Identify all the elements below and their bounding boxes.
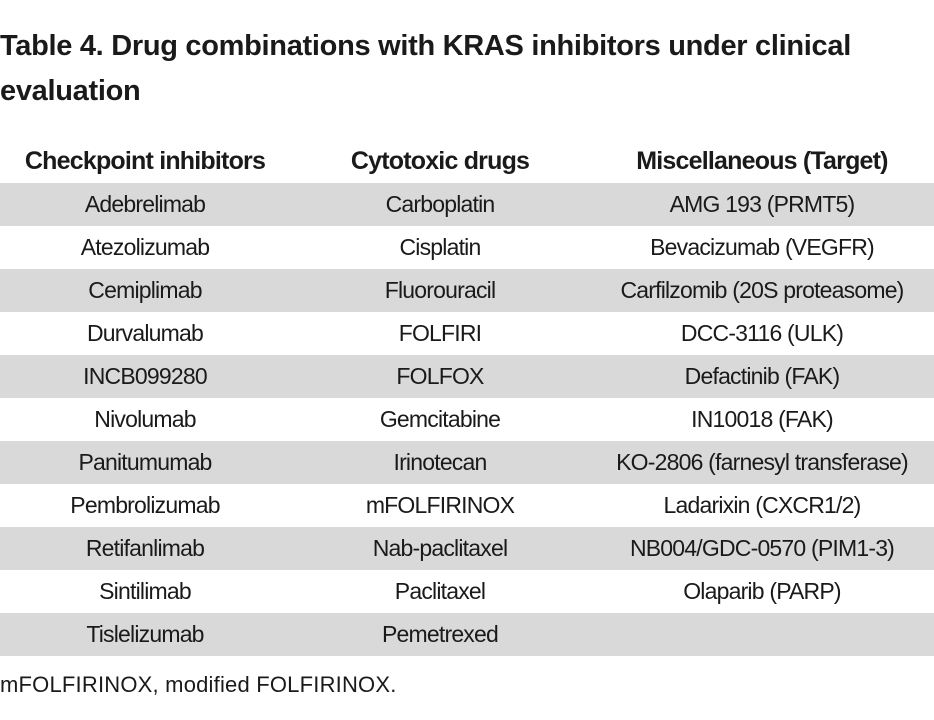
drug-combinations-table: Checkpoint inhibitors Cytotoxic drugs Mi…: [0, 140, 934, 656]
table-row: Nivolumab Gemcitabine IN10018 (FAK): [0, 398, 934, 441]
cytotoxic-drug-cell: Paclitaxel: [394, 578, 486, 604]
table-row: Atezolizumab Cisplatin Bevacizumab (VEGFR): [0, 226, 934, 269]
cytotoxic-drug-cell: FOLFIRI: [398, 320, 482, 346]
checkpoint-inhibitor-cell: Sintilimab: [99, 578, 192, 604]
miscellaneous-cell: Olaparib (PARP): [683, 578, 841, 604]
table-row: Panitumumab Irinotecan KO-2806 (farnesyl t…: [0, 441, 934, 484]
miscellaneous-cell: [590, 613, 934, 656]
table-row: Cemiplimab Fluorouracil Carfilzomib (20S p…: [0, 269, 934, 312]
header-miscellaneous: Miscellaneous (Target): [636, 147, 888, 175]
miscellaneous-cell: NB004/GDC-0570 (PIM1-3): [590, 527, 934, 570]
miscellaneous-cell: Ladarixin (CXCR1/2): [663, 492, 862, 518]
checkpoint-inhibitor-cell: INCB099280: [0, 355, 290, 398]
cytotoxic-drug-cell: Pemetrexed: [290, 613, 590, 656]
checkpoint-inhibitor-cell: Durvalumab: [87, 320, 204, 346]
miscellaneous-cell: Defactinib (FAK): [590, 355, 934, 398]
miscellaneous-cell: KO-2806 (farnesyl transferase): [590, 441, 934, 484]
cytotoxic-drug-cell: Fluorouracil: [290, 269, 590, 312]
footnote: mFOLFIRINOX, modified FOLFIRINOX.: [0, 672, 397, 697]
checkpoint-inhibitor-cell: Atezolizumab: [80, 234, 210, 260]
cytotoxic-drug-cell: Nab-paclitaxel: [290, 527, 590, 570]
header-cytotoxic-drugs: Cytotoxic drugs: [350, 147, 530, 175]
checkpoint-inhibitor-cell: Nivolumab: [94, 406, 196, 432]
checkpoint-inhibitor-cell: Cemiplimab: [0, 269, 290, 312]
cytotoxic-drug-cell: Irinotecan: [290, 441, 590, 484]
table-row: Tislelizumab Pemetrexed: [0, 613, 934, 656]
cytotoxic-drug-cell: FOLFOX: [290, 355, 590, 398]
miscellaneous-cell: Carfilzomib (20S proteasome): [590, 269, 934, 312]
cytotoxic-drug-cell: Carboplatin: [290, 183, 590, 226]
table-header-row: Checkpoint inhibitors Cytotoxic drugs Mi…: [0, 140, 934, 183]
table-row: Retifanlimab Nab-paclitaxel NB004/GDC-0570…: [0, 527, 934, 570]
checkpoint-inhibitor-cell: Adebrelimab: [0, 183, 290, 226]
table-row: Sintilimab Paclitaxel Olaparib (PARP): [0, 570, 934, 613]
header-checkpoint-inhibitors: Checkpoint inhibitors: [24, 147, 266, 175]
table-title: Table 4. Drug combinations with KRAS inh…: [0, 30, 851, 107]
checkpoint-inhibitor-cell: Tislelizumab: [0, 613, 290, 656]
checkpoint-inhibitor-cell: Pembrolizumab: [70, 492, 220, 518]
cytotoxic-drug-cell: mFOLFIRINOX: [365, 492, 515, 518]
checkpoint-inhibitor-cell: Panitumumab: [0, 441, 290, 484]
miscellaneous-cell: Bevacizumab (VEGFR): [650, 234, 875, 260]
table-row: Pembrolizumab mFOLFIRINOX Ladarixin (CXCR1…: [0, 484, 934, 527]
checkpoint-inhibitor-cell: Retifanlimab: [0, 527, 290, 570]
miscellaneous-cell: AMG 193 (PRMT5): [590, 183, 934, 226]
table-row: Adebrelimab Carboplatin AMG 193 (PRMT5): [0, 183, 934, 226]
table-row: INCB099280 FOLFOX Defactinib (FAK): [0, 355, 934, 398]
table-row: Durvalumab FOLFIRI DCC-3116 (ULK): [0, 312, 934, 355]
cytotoxic-drug-cell: Cisplatin: [399, 234, 481, 260]
miscellaneous-cell: IN10018 (FAK): [691, 406, 834, 432]
miscellaneous-cell: DCC-3116 (ULK): [680, 320, 844, 346]
cytotoxic-drug-cell: Gemcitabine: [379, 406, 501, 432]
